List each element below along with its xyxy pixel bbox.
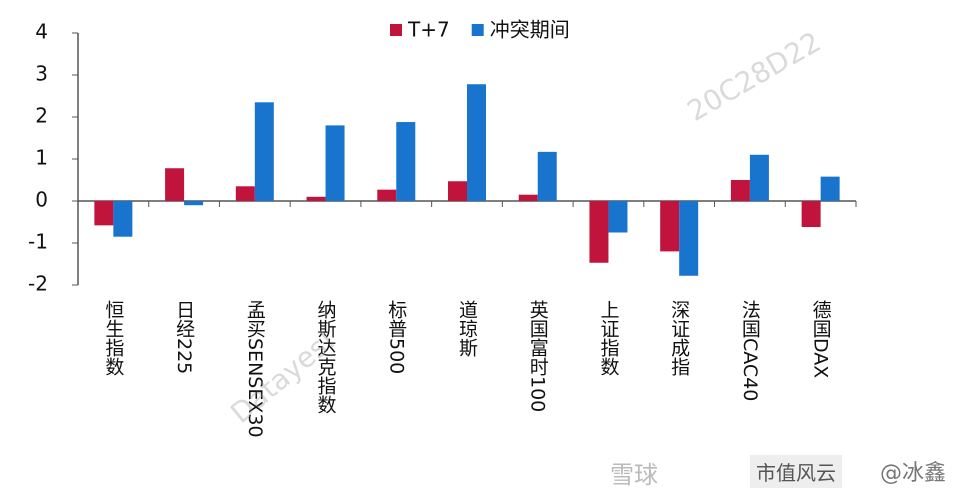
bar xyxy=(377,189,397,201)
x-tick-label: 恒生指数 xyxy=(102,300,125,376)
x-tick-label: 标普500 xyxy=(385,300,408,375)
bar xyxy=(820,176,840,201)
bar xyxy=(518,194,538,201)
y-tick-label: 1 xyxy=(35,146,48,170)
bar xyxy=(730,180,750,201)
y-tick-label: -1 xyxy=(28,230,48,254)
bar xyxy=(749,154,769,201)
bar xyxy=(113,201,133,237)
y-tick-label: -2 xyxy=(28,272,48,296)
x-tick-label: 孟买SENSEX30 xyxy=(243,300,266,438)
bar xyxy=(396,122,416,201)
bar xyxy=(801,201,821,228)
watermark: 市值风云 xyxy=(750,455,842,488)
x-tick-label: 德国DAX xyxy=(809,300,832,379)
y-tick-label: 0 xyxy=(35,188,48,212)
y-tick-label: 2 xyxy=(35,104,48,128)
bar xyxy=(448,181,467,201)
y-tick-label: 4 xyxy=(35,20,48,44)
bar xyxy=(235,186,255,201)
bar xyxy=(467,84,486,201)
x-tick-label: 法国CAC40 xyxy=(738,300,761,402)
watermark: @冰鑫 xyxy=(880,461,947,486)
legend-swatch xyxy=(390,24,402,36)
legend-label: T+7 xyxy=(407,18,450,42)
bar xyxy=(589,201,609,263)
x-tick-label: 道琼斯 xyxy=(456,300,478,357)
x-tick-label: 英国富时100 xyxy=(526,300,549,413)
bar xyxy=(254,102,274,201)
bar xyxy=(679,201,699,276)
bar xyxy=(306,196,326,201)
watermark: 雪球 xyxy=(610,461,658,489)
legend-swatch xyxy=(471,24,484,36)
bar xyxy=(94,201,114,226)
x-tick-label: 日经225 xyxy=(173,300,196,375)
bar xyxy=(184,201,204,206)
legend-label: 冲突期间 xyxy=(490,18,570,42)
x-tick-label: 纳斯达克指数 xyxy=(314,300,337,414)
bar xyxy=(165,168,185,201)
bar xyxy=(608,201,628,233)
x-tick-label: 深证成指 xyxy=(668,300,691,376)
bar xyxy=(537,151,557,201)
bar xyxy=(325,125,345,201)
bar xyxy=(660,201,680,252)
y-tick-label: 3 xyxy=(35,62,48,86)
x-tick-label: 上证指数 xyxy=(597,300,620,376)
